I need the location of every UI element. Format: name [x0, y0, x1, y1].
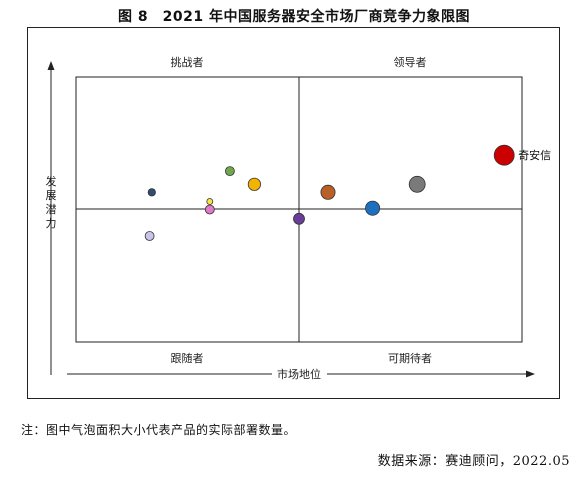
bubble-3 — [365, 200, 381, 216]
bubble-layer: 奇安信 — [144, 144, 551, 241]
bubble-5 — [293, 212, 305, 225]
figure-title: 图 8 2021 年中国服务器安全市场厂商竞争力象限图 — [118, 9, 470, 25]
y-axis-label-char: 力 — [46, 217, 57, 230]
bubble-8 — [206, 198, 214, 205]
quadrant-label-top-left: 挑战者 — [171, 55, 204, 69]
x-axis-label: 市场地位 — [277, 367, 321, 381]
y-axis-label-char: 展 — [46, 189, 57, 202]
y-axis-arrow-head — [47, 61, 55, 70]
bubble-6 — [247, 177, 261, 191]
y-axis-label-char: 潜 — [46, 202, 57, 216]
data-source: 数据来源：赛迪顾问，2022.05 — [377, 454, 570, 469]
bubble-2 — [408, 175, 426, 193]
chart-frame — [27, 27, 560, 399]
bubble-1 — [493, 144, 515, 166]
quadrant-label-top-right: 领导者 — [394, 56, 427, 69]
bubble-7 — [224, 166, 235, 177]
bubble-label-1: 奇安信 — [518, 148, 551, 162]
figure-note: 注：图中气泡面积大小代表产品的实际部署数量。 — [21, 423, 297, 437]
quadrant-label-bottom-right: 可期待者 — [388, 351, 432, 365]
x-axis-arrow-head — [526, 370, 535, 378]
y-axis-label-char: 发 — [46, 174, 57, 188]
quadrant-label-bottom-left: 跟随者 — [171, 351, 204, 365]
bubble-9 — [204, 204, 215, 215]
bubble-10 — [147, 188, 156, 197]
bubble-11 — [144, 231, 155, 241]
bubble-4 — [320, 184, 336, 200]
y-axis-label: 发展潜力 — [46, 174, 57, 230]
